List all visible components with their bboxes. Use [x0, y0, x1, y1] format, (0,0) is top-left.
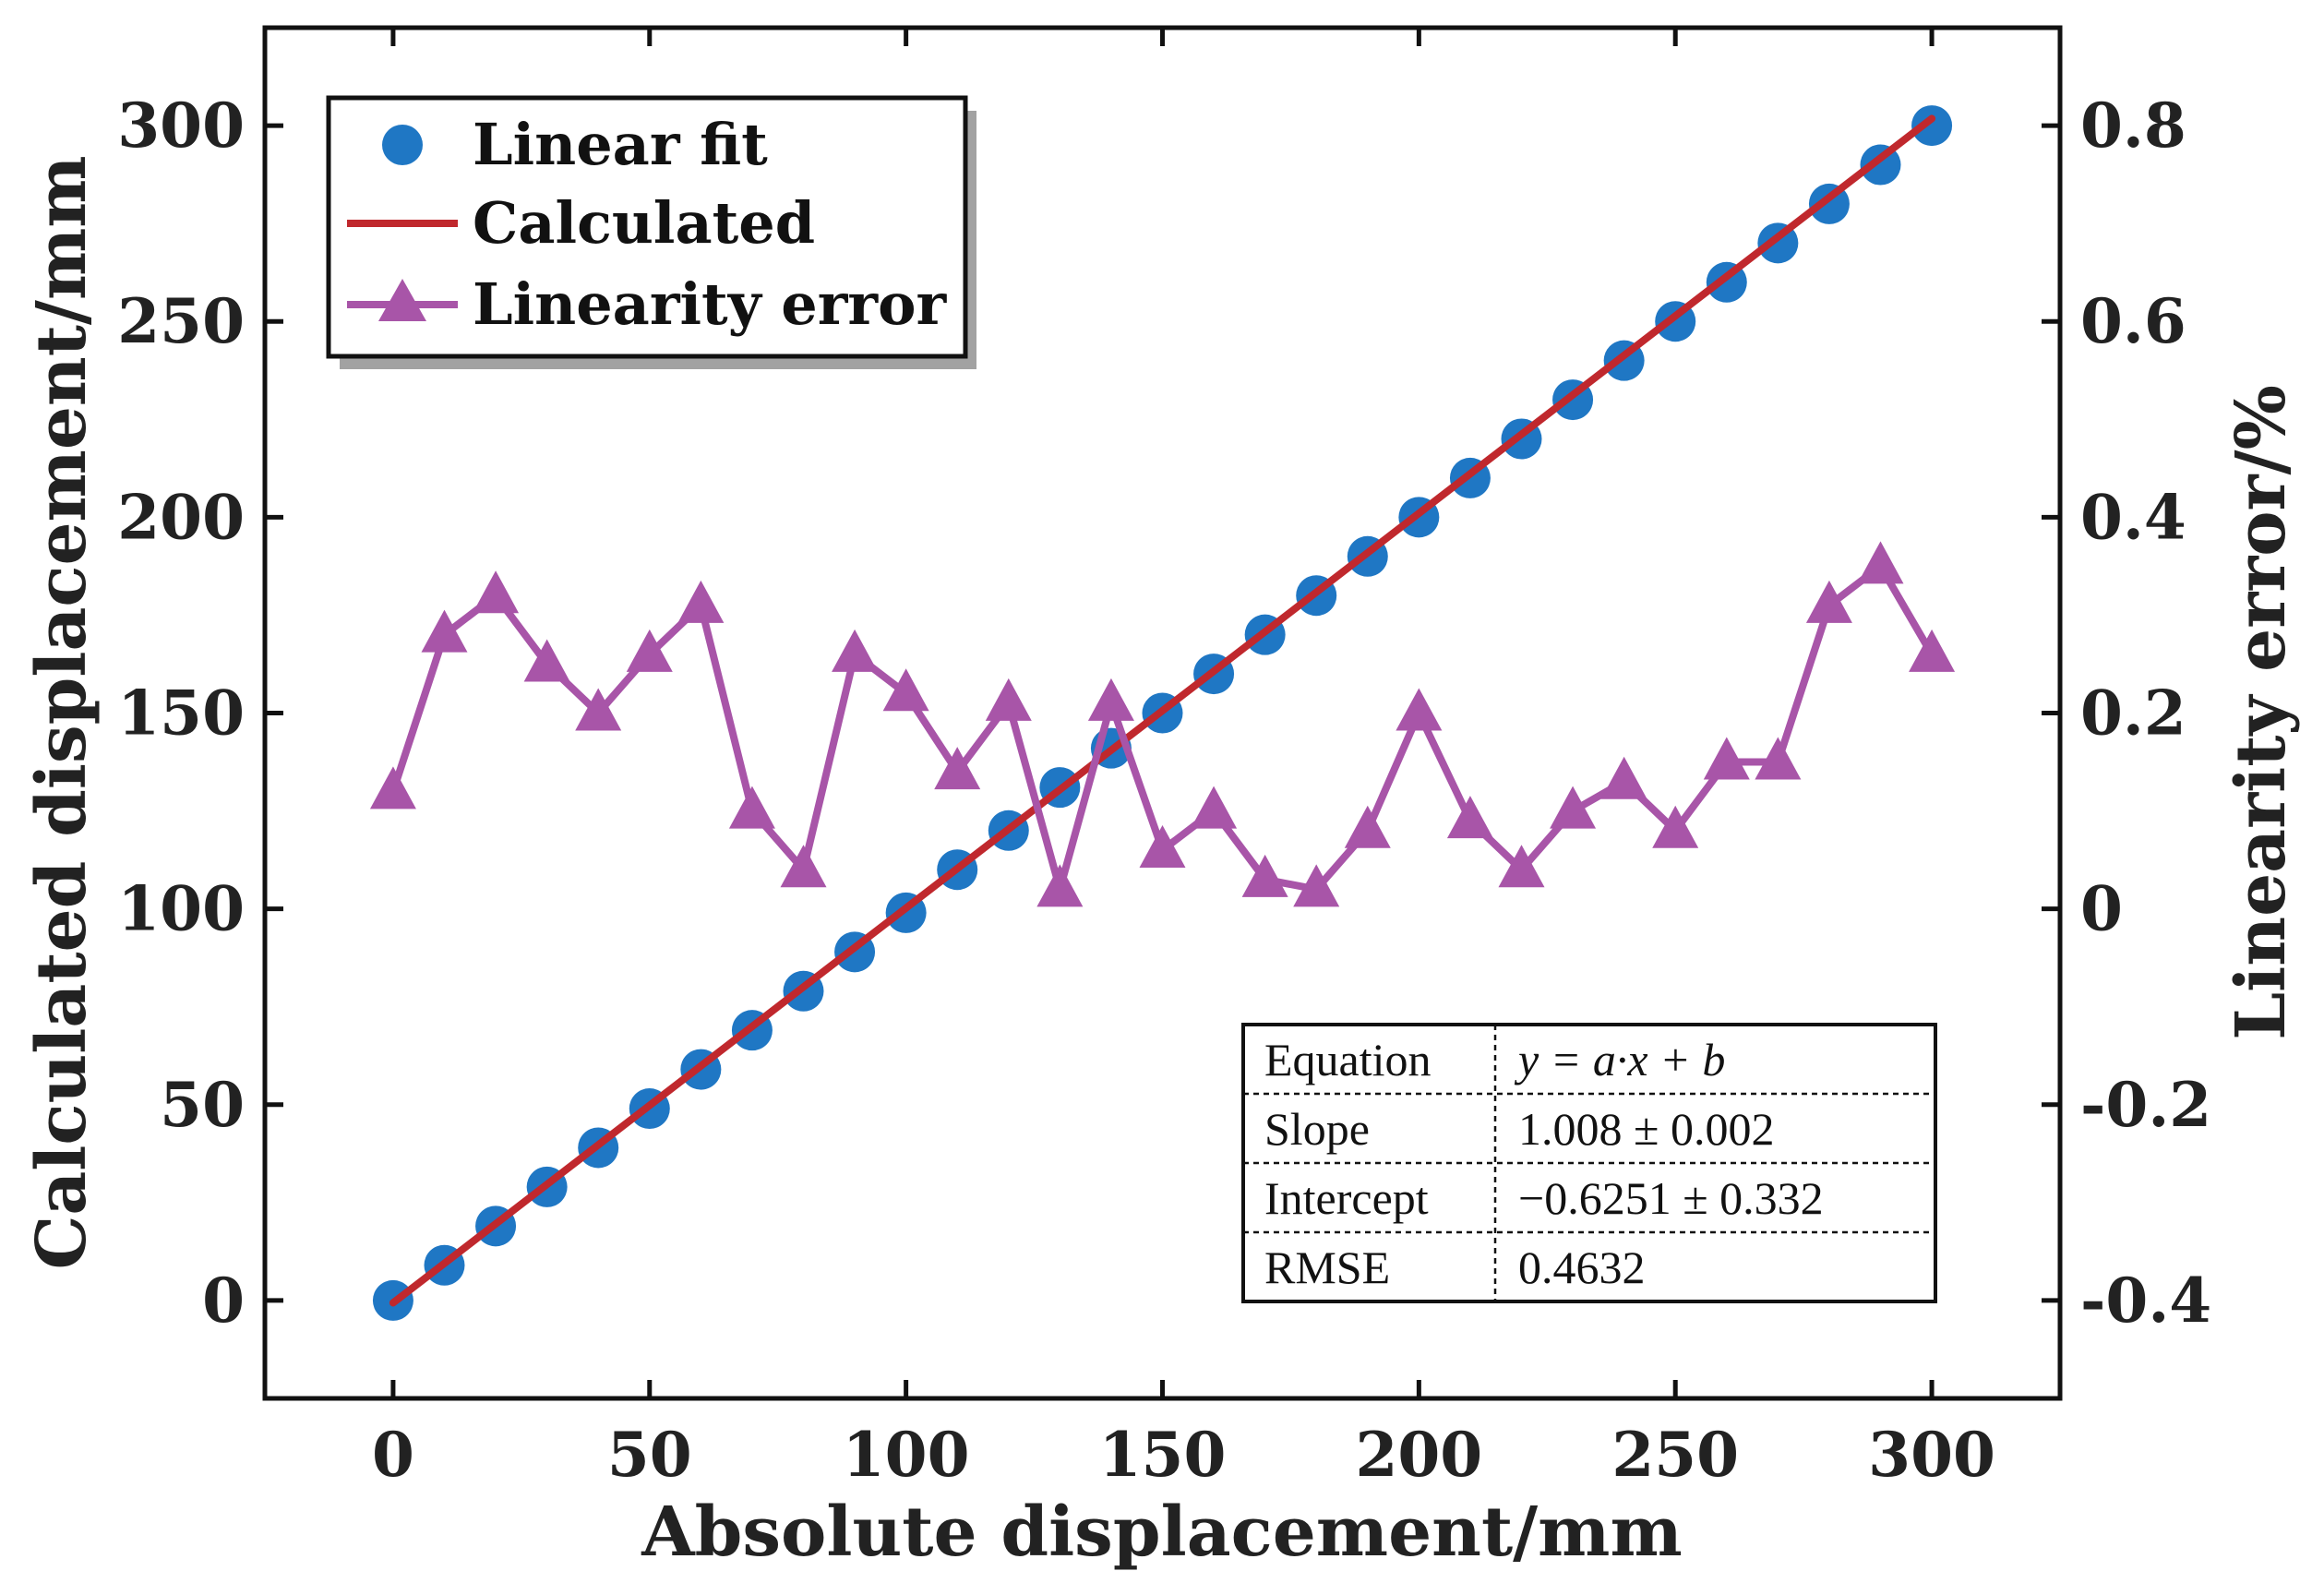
legend-marker-linear-fit	[382, 125, 423, 165]
linearity-error-point	[473, 570, 520, 614]
y-tick-label: 250	[117, 285, 245, 357]
linearity-error-point	[1600, 756, 1647, 799]
y-tick-label: 100	[117, 873, 245, 945]
linearity-error-point	[677, 580, 725, 623]
fit-table-value-equation: y = a·x + b	[1514, 1034, 1725, 1085]
x-axis-title: Absolute displacement/mm	[641, 1493, 1683, 1572]
x-tick-labels: 0 50 100 150 200 250 300	[372, 1419, 1995, 1491]
x-tick-label: 200	[1355, 1419, 1482, 1491]
legend-label-calculated: Calculated	[473, 189, 815, 257]
linearity-error-point	[1498, 845, 1545, 888]
linearity-error-point	[523, 639, 570, 682]
linearity-error-point	[575, 688, 622, 731]
y-tick-label: 150	[117, 678, 245, 750]
fit-table-value-rmse: 0.4632	[1518, 1241, 1646, 1293]
linearity-error-point	[1909, 629, 1956, 672]
x-tick-label: 50	[607, 1419, 692, 1491]
linearity-error-point	[1446, 796, 1493, 839]
y2-tick-label: -0.2	[2080, 1069, 2211, 1141]
fit-table-label-equation: Equation	[1264, 1034, 1432, 1085]
linearity-error-point	[1755, 737, 1802, 780]
linearity-error-point	[832, 629, 879, 672]
linearity-error-point	[1241, 854, 1288, 897]
linearity-error-point	[369, 766, 416, 809]
y-tick-label: 50	[160, 1069, 245, 1141]
linearity-error-point	[1139, 825, 1186, 868]
y2-tick-label: 0	[2080, 873, 2123, 945]
fit-table-label-slope: Slope	[1264, 1103, 1370, 1155]
x-tick-label: 300	[1868, 1419, 1995, 1491]
y-tick-label: 0	[202, 1265, 245, 1337]
x-tick-label: 0	[372, 1419, 414, 1491]
linearity-error-point	[1293, 864, 1340, 907]
linearity-error-point	[1087, 678, 1134, 721]
linearity-error-point	[1703, 737, 1750, 780]
y2-tick-label: -0.4	[2080, 1265, 2211, 1337]
linearity-error-series	[369, 541, 1956, 907]
calculated-series	[389, 114, 1936, 1307]
linearity-error-point	[1036, 864, 1084, 907]
linearity-error-point	[985, 678, 1032, 721]
linearity-error-point	[934, 747, 981, 790]
y2-axis-title: Linearity error/%	[2222, 385, 2301, 1040]
x-tick-label: 250	[1611, 1419, 1739, 1491]
linearity-error-point	[626, 629, 673, 672]
x-tick-label: 150	[1099, 1419, 1227, 1491]
y2-tick-label: 0.4	[2080, 481, 2186, 553]
linearity-error-point	[1396, 688, 1443, 731]
x-tick-label: 100	[843, 1419, 970, 1491]
linearity-error-point	[1550, 786, 1597, 829]
linearity-error-point	[1857, 541, 1904, 584]
fit-table-label-rmse: RMSE	[1264, 1241, 1390, 1293]
y-axis-title: Calculated displacement/mm	[22, 155, 102, 1269]
linear-fit-point	[1911, 105, 1953, 147]
y-tick-label: 300	[117, 90, 245, 162]
axis-ticks	[265, 28, 2060, 1398]
linearity-error-point	[1344, 805, 1391, 848]
legend-marker-linearity-error	[378, 279, 426, 321]
fit-table: Equation y = a·x + b Slope 1.008 ± 0.002…	[1241, 1023, 1937, 1303]
linearity-error-point	[882, 668, 929, 712]
legend-label-linear-fit: Linear fit	[473, 111, 768, 178]
calculated-line	[389, 114, 1936, 1307]
y2-tick-label: 0.6	[2080, 285, 2186, 357]
fit-table-label-intercept: Intercept	[1264, 1172, 1429, 1224]
legend: Linear fit Calculated Linearity error	[326, 95, 976, 369]
legend-label-linearity-error: Linearity error	[473, 270, 947, 338]
linearity-error-point	[1652, 805, 1699, 848]
fit-table-value-slope: 1.008 ± 0.002	[1518, 1103, 1774, 1155]
linearity-error-point	[421, 609, 468, 653]
y-tick-label: 200	[117, 481, 245, 553]
y2-tick-labels: -0.4 -0.2 0 0.2 0.4 0.6 0.8	[2080, 90, 2211, 1337]
y-tick-labels: 0 50 100 150 200 250 300	[117, 90, 245, 1337]
y2-tick-label: 0.2	[2080, 678, 2186, 750]
fit-table-value-intercept: −0.6251 ± 0.332	[1518, 1172, 1824, 1224]
y2-tick-label: 0.8	[2080, 90, 2186, 162]
linearity-error-point	[1805, 580, 1852, 623]
linearity-error-point	[780, 845, 827, 888]
linearity-error-point	[1191, 786, 1238, 829]
linearity-error-point	[728, 786, 775, 829]
